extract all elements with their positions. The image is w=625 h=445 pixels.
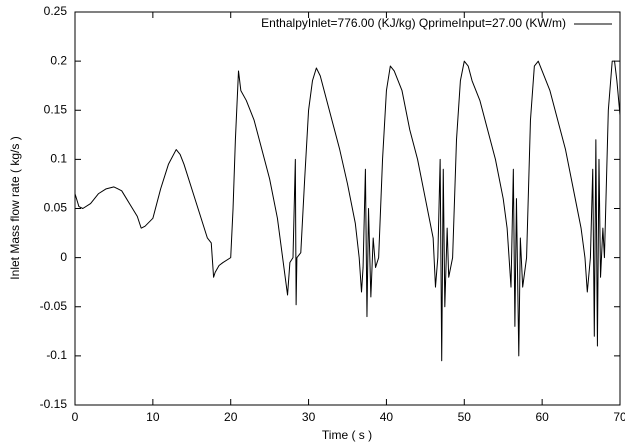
y-tick-label: 0.1 [50,152,67,166]
y-tick-label: 0.25 [44,4,68,18]
data-line [74,60,621,362]
y-axis-label: Inlet Mass flow rate ( kg/s ) [8,136,22,279]
x-tick-label: 60 [535,410,549,424]
y-tick-label: -0.15 [40,397,68,411]
y-tick-label: 0 [60,250,67,264]
y-tick-label: -0.05 [40,299,68,313]
y-tick-label: 0.05 [44,201,68,215]
x-tick-label: 70 [613,410,625,424]
legend-label: EnthalpyInlet=776.00 (KJ/kg) QprimeInput… [261,16,566,30]
x-tick-label: 50 [458,410,472,424]
y-tick-label: -0.1 [46,348,67,362]
x-tick-label: 0 [72,410,79,424]
y-tick-label: 0.15 [44,102,68,116]
y-tick-label: 0.2 [50,53,67,67]
x-tick-label: 40 [380,410,394,424]
x-axis-label: Time ( s ) [322,428,372,442]
plot-frame [74,11,621,406]
x-tick-label: 30 [302,410,316,424]
x-tick-label: 10 [146,410,160,424]
x-tick-label: 20 [224,410,238,424]
